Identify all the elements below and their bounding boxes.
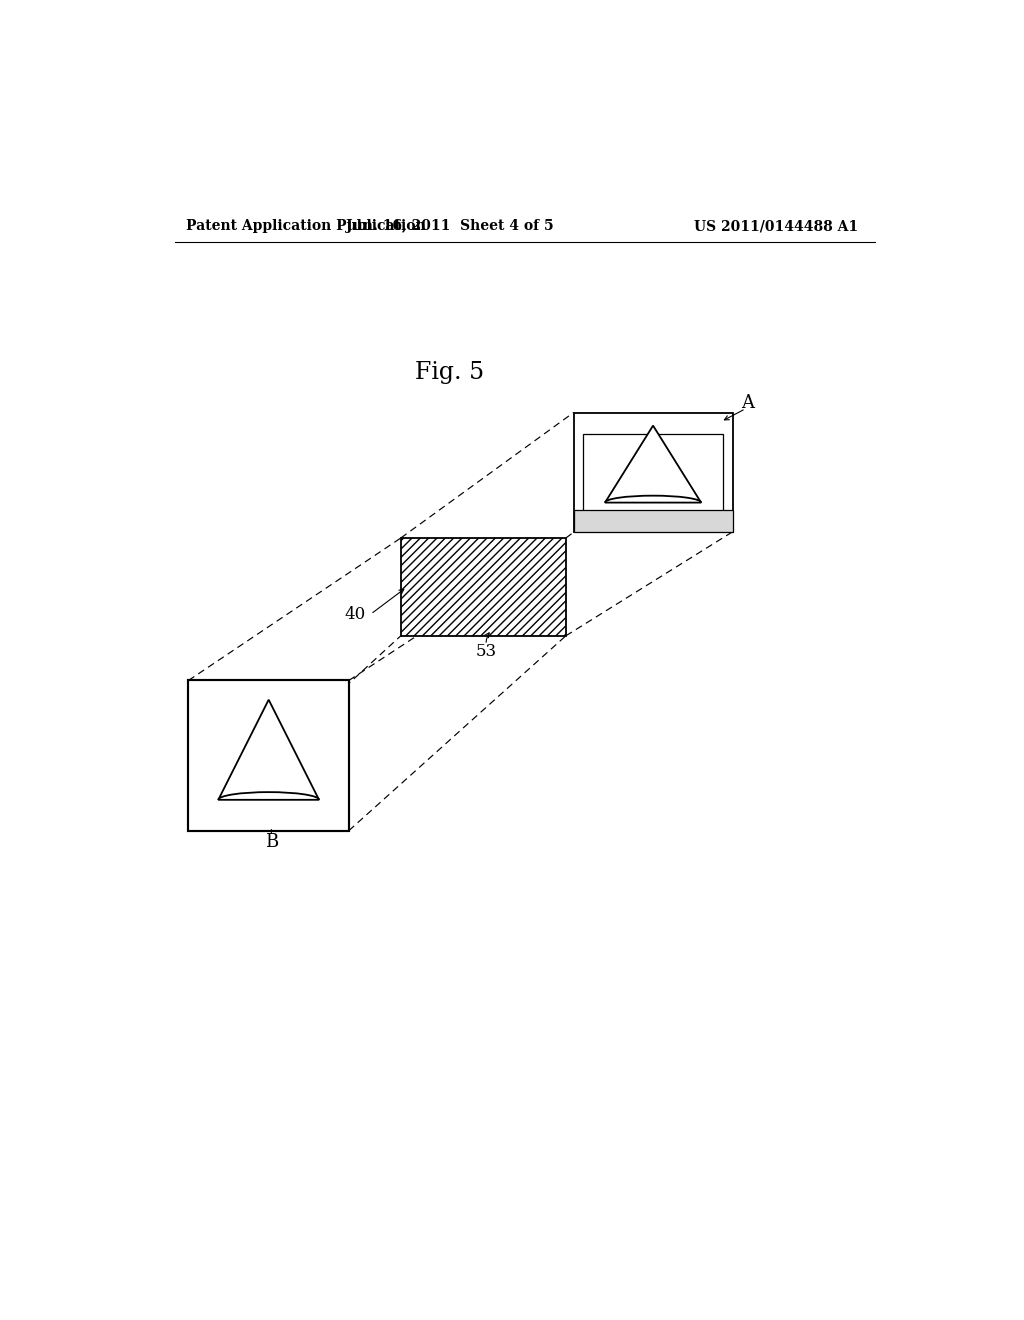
Text: Fig. 5: Fig. 5 (415, 360, 484, 384)
Bar (573, 511, 732, 532)
Text: 40: 40 (344, 606, 366, 623)
Bar (583, 434, 723, 523)
Bar (573, 413, 732, 532)
Bar (400, 539, 566, 636)
Text: 53: 53 (475, 643, 497, 660)
Polygon shape (605, 425, 701, 503)
Text: B: B (265, 833, 278, 851)
Text: Jun. 16, 2011  Sheet 4 of 5: Jun. 16, 2011 Sheet 4 of 5 (346, 219, 553, 234)
Text: A: A (741, 395, 755, 412)
Polygon shape (218, 700, 319, 800)
Text: US 2011/0144488 A1: US 2011/0144488 A1 (693, 219, 858, 234)
Bar (573, 511, 732, 532)
Text: Patent Application Publication: Patent Application Publication (186, 219, 426, 234)
Bar (188, 681, 349, 830)
